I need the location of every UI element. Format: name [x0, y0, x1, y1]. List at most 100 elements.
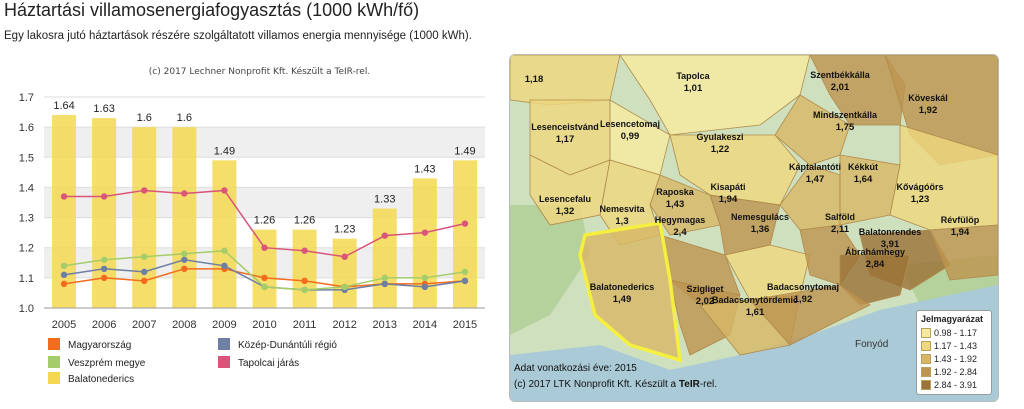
map-place-value: 1,75	[836, 122, 855, 133]
map-place-name: Tapolca	[676, 71, 710, 81]
y-tick-label: 1.3	[19, 213, 34, 225]
y-tick-label: 1.4	[19, 182, 34, 194]
map-place-name: Szigliget	[686, 284, 723, 294]
bar-balatonederics	[52, 115, 77, 308]
map-lake-label: Fonyód	[855, 339, 888, 350]
map-credit: (c) 2017 LTK Nonprofit Kft. Készült a Te…	[514, 379, 717, 390]
map-legend-title: Jelmagyarázat	[921, 314, 984, 324]
bar-data-label: 1.6	[137, 112, 152, 124]
map-place-name: Balatonederics	[590, 282, 655, 292]
map-place-name: Raposka	[656, 187, 695, 197]
map-credit-suffix: -rel.	[699, 379, 718, 390]
line-point	[221, 262, 228, 269]
bar-data-label: 1.64	[53, 100, 74, 112]
map-credit-prefix: (c) 2017 LTK Nonprofit Kft. Készült a	[514, 379, 679, 390]
map-place-value: 1,94	[951, 227, 970, 238]
bar-data-label: 1.33	[374, 194, 395, 206]
map-place-value: 1,43	[666, 199, 685, 210]
line-point	[381, 274, 388, 282]
y-tick-label: 1.0	[19, 303, 34, 315]
line-point	[60, 280, 68, 288]
legend-label: Közép-Dunántúli régió	[238, 340, 337, 351]
chart-credit: (c) 2017 Lechner Nonprofit Kft. Készült …	[149, 66, 370, 77]
y-tick-label: 1.2	[19, 243, 34, 255]
map-panel[interactable]: 1,18 Tapolca 1,01 Szentbékkálla 2,01 Mindszen…	[509, 54, 999, 402]
map-legend-label: 1.17 - 1.43	[934, 340, 978, 351]
map-place-name: Köveskál	[908, 93, 948, 103]
bar-data-label: 1.49	[454, 145, 475, 157]
legend-swatch	[218, 356, 230, 368]
map-place-name: Ábrahámhegy	[845, 247, 905, 257]
line-point	[221, 187, 228, 194]
x-tick-label: 2014	[413, 319, 437, 331]
chart-band	[44, 187, 485, 218]
map-region-highlight	[578, 220, 683, 363]
map-place-name: Lesencetomaj	[600, 119, 660, 129]
line-point	[341, 253, 348, 260]
chart-band	[44, 127, 485, 158]
map-place-value: 2,4	[673, 227, 687, 238]
map-place-name: Gyulakeszi	[696, 132, 743, 142]
x-tick-label: 2015	[453, 319, 477, 331]
line-point	[100, 265, 108, 273]
map-legend-swatch	[921, 340, 931, 351]
map-credit-bold: TeIR	[678, 379, 700, 390]
map-place-name: Szentbékkálla	[810, 70, 871, 80]
bar-line-chart: (c) 2017 Lechner Nonprofit Kft. Készült …	[19, 66, 485, 385]
line-point	[421, 283, 429, 291]
map-place-name: Hegymagas	[655, 215, 706, 225]
map-place-name: Lesencefalu	[539, 194, 591, 204]
map-place-value: 1,92	[919, 105, 938, 116]
line-point	[60, 193, 68, 200]
line-point	[261, 244, 268, 251]
x-tick-label: 2008	[172, 319, 196, 331]
line-point	[461, 220, 469, 227]
x-tick-label: 2009	[212, 319, 236, 331]
x-tick-label: 2012	[332, 319, 356, 331]
bar-data-label: 1.49	[214, 145, 235, 157]
map-place-value: 1,64	[854, 174, 873, 185]
map-legend-row: 2.84 - 3.91	[921, 378, 987, 391]
line-point	[60, 271, 68, 279]
map-place-name: Kékkút	[848, 162, 878, 172]
map-legend-swatch	[921, 327, 931, 338]
line-point	[341, 283, 348, 291]
bar-balatonederics	[452, 160, 477, 308]
bar-data-label: 1.6	[177, 112, 192, 124]
map-region	[929, 224, 998, 281]
x-tick-label: 2011	[293, 319, 317, 331]
y-tick-label: 1.7	[19, 92, 34, 104]
x-tick-label: 2005	[52, 319, 76, 331]
map-place-value: 1,17	[556, 134, 575, 145]
map-legend-label: 2.84 - 3.91	[934, 379, 978, 390]
map-legend-row: 0.98 - 1.17	[921, 326, 987, 339]
legend-swatch	[48, 372, 60, 384]
line-point	[181, 190, 188, 197]
map-place-name: Balatonrendes	[859, 227, 922, 237]
map-legend-swatch	[921, 366, 931, 377]
bar-balatonederics	[292, 229, 317, 308]
map-region	[839, 254, 911, 306]
map-place-name: Badacsonytördemic	[712, 295, 798, 305]
map-place-value: 1,36	[751, 224, 770, 235]
map-legend: Jelmagyarázat 0.98 - 1.17 1.17 - 1.43 1.43…	[916, 310, 992, 395]
line-point	[461, 268, 469, 276]
map-place-value: 1,47	[806, 174, 825, 185]
map-legend-row: 1.92 - 2.84	[921, 365, 987, 378]
line-point	[141, 268, 148, 276]
line-point	[421, 229, 429, 236]
line-point	[381, 232, 388, 239]
line-point	[181, 250, 188, 257]
map-place-value: 1,18	[525, 74, 544, 85]
line-point	[301, 286, 308, 294]
bar-data-label: 1.43	[414, 163, 435, 175]
map-place-name: Káptalantóti	[789, 162, 841, 172]
map-place-name: Kisapáti	[710, 182, 745, 192]
bar-balatonederics	[252, 229, 277, 308]
map-legend-swatch	[921, 379, 931, 390]
line-point	[301, 247, 308, 254]
line-point	[421, 274, 429, 282]
line-point	[100, 256, 108, 263]
x-tick-label: 2006	[92, 319, 116, 331]
choropleth-map[interactable]: 1,18 Tapolca 1,01 Szentbékkálla 2,01 Mindszen…	[510, 55, 998, 401]
